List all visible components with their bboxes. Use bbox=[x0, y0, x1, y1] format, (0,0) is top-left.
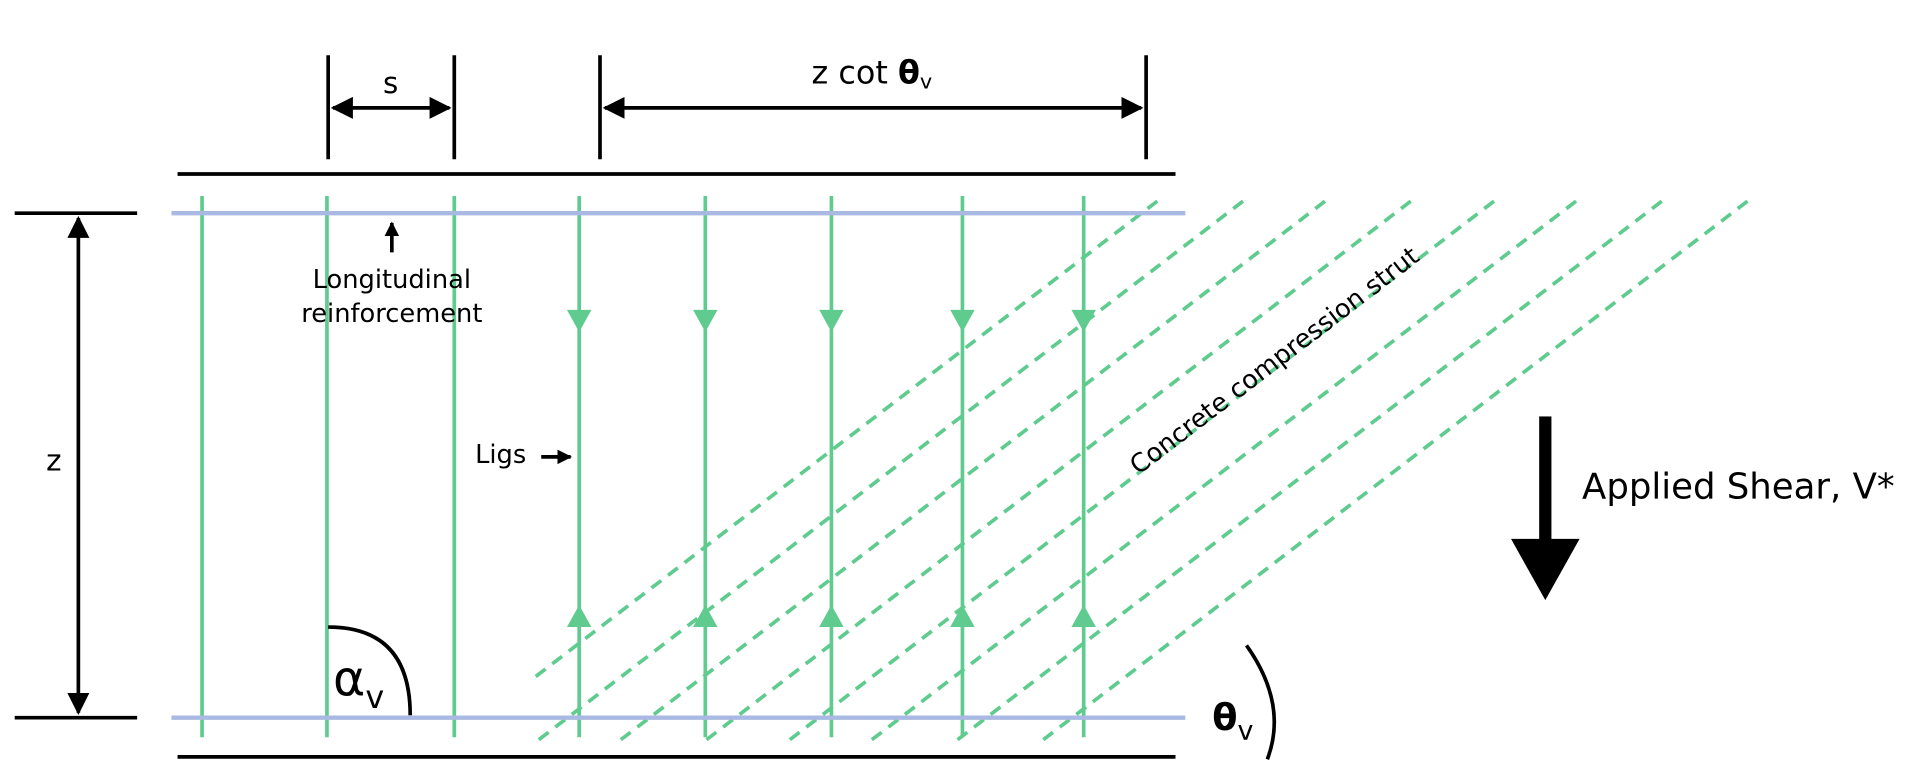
alpha-arc bbox=[328, 625, 413, 716]
ligs-label: Ligs bbox=[475, 440, 526, 470]
subscript: v bbox=[1237, 716, 1253, 747]
longitudinal-label: reinforcement bbox=[301, 299, 482, 329]
spacing-label: s bbox=[383, 66, 398, 100]
theta-label: θv bbox=[1212, 696, 1253, 747]
alpha-label: αv bbox=[333, 651, 384, 716]
symbol: θ bbox=[898, 53, 920, 91]
theta-arc bbox=[1245, 644, 1277, 760]
lever-arm-label: z bbox=[46, 443, 61, 477]
longitudinal-label: Longitudinal bbox=[313, 265, 471, 295]
subscript: v bbox=[920, 69, 932, 93]
text: z cot bbox=[812, 53, 888, 91]
subscript: v bbox=[365, 678, 384, 716]
strut-label: Concrete compression strut bbox=[1124, 241, 1425, 481]
shear-label: Applied Shear, V* bbox=[1582, 466, 1895, 507]
shear-shaft bbox=[1539, 416, 1552, 544]
symbol: θ bbox=[1212, 696, 1237, 739]
ligs bbox=[200, 196, 1096, 738]
shear-head bbox=[1511, 538, 1580, 601]
struts bbox=[533, 197, 1753, 742]
symbol: α bbox=[333, 651, 365, 708]
strut-length-label: z cot θv bbox=[812, 53, 933, 93]
